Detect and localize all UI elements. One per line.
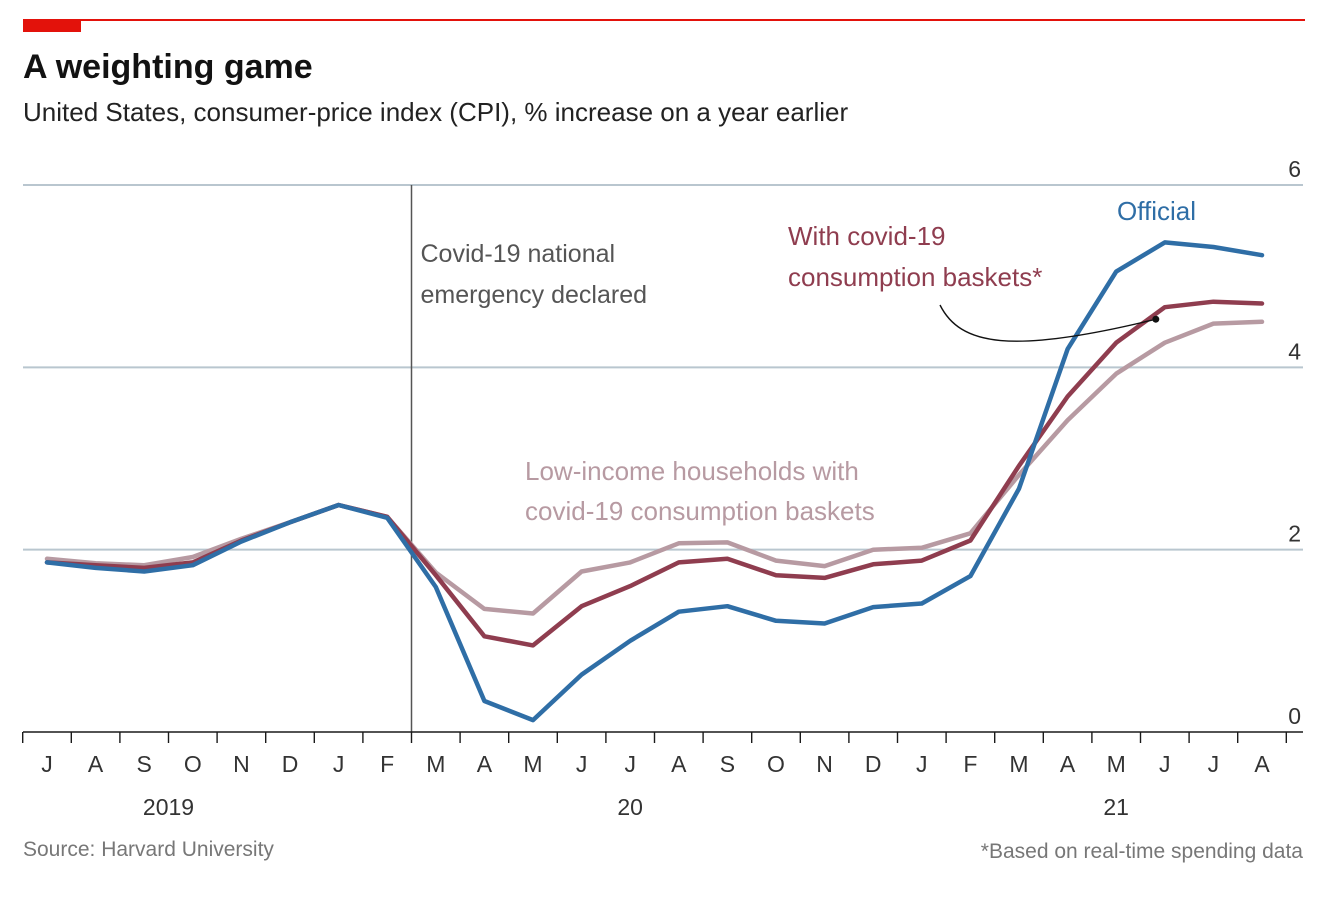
x-tick-label: J bbox=[1208, 751, 1220, 777]
x-tick-label: F bbox=[963, 751, 977, 777]
series-line bbox=[44, 240, 1265, 723]
x-tick-label: S bbox=[720, 751, 735, 777]
x-tick-label: A bbox=[671, 751, 687, 777]
x-tick-label: A bbox=[1254, 751, 1270, 777]
footnote: *Based on real-time spending data bbox=[981, 840, 1304, 863]
x-tick-label: A bbox=[477, 751, 493, 777]
x-tick-label: J bbox=[624, 751, 636, 777]
x-tick-label: O bbox=[767, 751, 785, 777]
x-year-label: 21 bbox=[1103, 794, 1129, 820]
series-label: Official bbox=[1117, 196, 1196, 226]
y-tick-label: 2 bbox=[1288, 521, 1301, 547]
x-axis: J A S O N D J F M A M J J A S O N D J F M A M J J A 2019 20 21 bbox=[22, 731, 1303, 820]
x-tick-label: S bbox=[137, 751, 152, 777]
x-tick-label: J bbox=[576, 751, 588, 777]
x-tick-label: J bbox=[41, 751, 53, 777]
x-tick-label: J bbox=[333, 751, 345, 777]
label-leader bbox=[939, 304, 1156, 342]
y-tick-label: 4 bbox=[1288, 338, 1301, 364]
y-tick-label: 6 bbox=[1288, 156, 1301, 182]
x-tick-label: O bbox=[184, 751, 202, 777]
x-tick-label: M bbox=[1107, 751, 1126, 777]
x-tick-label: N bbox=[816, 751, 833, 777]
source-note: Source: Harvard University bbox=[23, 838, 274, 861]
x-year-label: 20 bbox=[617, 794, 643, 820]
y-tick-label: 0 bbox=[1288, 703, 1301, 729]
x-tick-label: D bbox=[865, 751, 882, 777]
series-label: With covid-19 bbox=[788, 221, 946, 251]
x-year-label: 2019 bbox=[143, 794, 194, 820]
label-leader-dot bbox=[1152, 315, 1160, 323]
x-tick-label: A bbox=[1060, 751, 1076, 777]
series-label: consumption baskets* bbox=[788, 262, 1042, 292]
series-label: Low-income households with bbox=[525, 456, 859, 486]
x-tick-label: J bbox=[916, 751, 928, 777]
x-tick-label: J bbox=[1159, 751, 1171, 777]
event-annotation: Covid-19 national bbox=[421, 240, 616, 268]
series-labels: Low-income households with covid-19 consu… bbox=[525, 196, 1196, 526]
series-lines bbox=[44, 240, 1265, 723]
x-tick-label: M bbox=[523, 751, 542, 777]
gridlines bbox=[23, 184, 1303, 551]
x-tick-label: N bbox=[233, 751, 250, 777]
series-label: covid-19 consumption baskets bbox=[525, 496, 875, 526]
x-tick-label: M bbox=[426, 751, 445, 777]
x-tick-label: A bbox=[88, 751, 104, 777]
accent-tab bbox=[23, 20, 81, 32]
x-tick-label: F bbox=[380, 751, 394, 777]
y-axis-ticks: 0 2 4 6 bbox=[1288, 156, 1301, 729]
event-marker: Covid-19 national emergency declared bbox=[410, 185, 648, 732]
event-annotation: emergency declared bbox=[421, 281, 648, 309]
chart-subtitle: United States, consumer-price index (CPI… bbox=[23, 97, 848, 127]
chart-title: A weighting game bbox=[23, 48, 313, 86]
x-tick-label: M bbox=[1009, 751, 1028, 777]
x-tick-label: D bbox=[282, 751, 299, 777]
